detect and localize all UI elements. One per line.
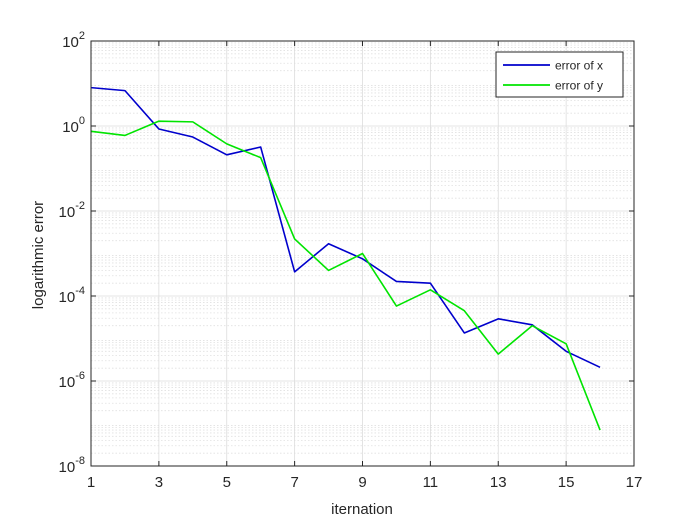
plot-frame [90,40,635,467]
y-axis-title: logarithmic error [30,201,47,309]
x-tick-label: 11 [423,474,439,491]
y-tick-label: 10-2 [59,200,85,221]
legend-label-y: error of y [555,79,603,93]
x-tick-label: 15 [558,474,575,491]
y-tick-label: 102 [62,30,85,51]
plot-lines [90,86,601,431]
x-tick-label: 17 [626,474,643,491]
x-tick-label: 1 [87,474,95,491]
legend-label-x: error of x [555,59,603,73]
series-line-x [90,86,601,369]
x-tick-label: 9 [358,474,366,491]
y-tick-labels: 10-8 10-6 10-4 10-2 100 102 [59,30,85,476]
x-tick-labels: 1 3 5 7 9 11 13 15 17 [87,474,643,491]
x-tick-label: 3 [155,474,163,491]
x-tick-label: 5 [223,474,231,491]
x-tick-label: 13 [490,474,507,491]
series-line-y [90,120,601,431]
x-axis-title: iternation [331,501,393,518]
y-tick-label: 10-6 [59,370,85,391]
x-tick-label: 7 [290,474,298,491]
y-tick-label: 100 [62,115,85,136]
y-tick-label: 10-4 [59,285,85,306]
y-tick-label: 10-8 [59,455,85,476]
legend-box [495,51,624,98]
legend: error of x error of y [495,51,624,98]
